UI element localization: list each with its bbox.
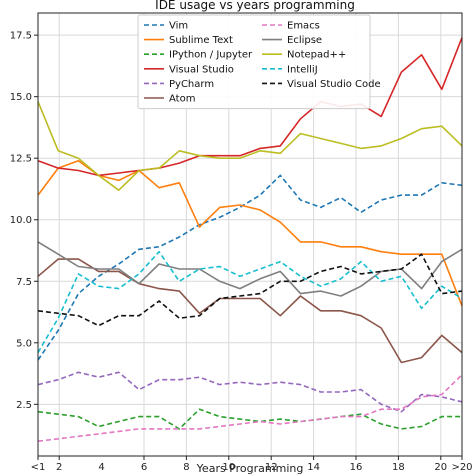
series-line-notepad-	[37, 101, 463, 191]
legend-label: Visual Studio Code	[287, 79, 381, 90]
series-line-visual-studio	[37, 37, 463, 177]
series-line-emacs	[37, 374, 463, 442]
x-tick-label: <1	[31, 462, 46, 473]
y-tick-label: 10.0	[10, 215, 32, 226]
legend-label: Eclipse	[287, 35, 322, 46]
x-tick-label: 6	[141, 462, 147, 473]
x-tick-label: 8	[183, 462, 189, 473]
y-tick-label: 2.5	[16, 400, 32, 411]
legend-label: Sublime Text	[169, 35, 233, 46]
y-tick-label: 7.5	[16, 277, 32, 288]
x-tick-label: 12	[265, 462, 278, 473]
series-line-visual-studio-code	[37, 253, 463, 327]
x-tick-label: 10	[222, 462, 235, 473]
y-tick-label: 15.0	[10, 92, 32, 103]
series-line-intellij	[37, 250, 463, 354]
x-tick-label: 4	[98, 462, 104, 473]
legend-label: Emacs	[287, 21, 320, 32]
legend-label: IntelliJ	[287, 64, 318, 75]
legend-label: IPython / Jupyter	[169, 50, 253, 61]
legend: Vim Sublime Text IPython / Jupyter Visual S…	[137, 14, 381, 110]
legend-label: Visual Studio	[169, 64, 234, 75]
axis-ticks: 2.5 5.0 7.5 10.0 12.5 15.0 17.5 <1 2 4 6 8 10 12 14 16 1…	[10, 31, 473, 473]
series-group	[37, 37, 463, 442]
series-line-pycharm	[37, 371, 463, 413]
plot-frame	[37, 12, 463, 457]
legend-label: Vim	[169, 21, 188, 32]
legend-label: PyCharm	[169, 79, 214, 90]
x-tick-label: 14	[307, 462, 320, 473]
x-tick-label: 18	[392, 462, 405, 473]
y-tick-label: 17.5	[10, 31, 32, 42]
series-line-eclipse	[37, 241, 463, 297]
series-line-sublime-text	[37, 159, 463, 307]
legend-box	[137, 14, 371, 110]
x-tick-label: 16	[350, 462, 363, 473]
y-tick-label: 5.0	[16, 338, 32, 349]
x-tick-label: 20	[434, 462, 447, 473]
chart-title: IDE usage vs years programming	[155, 0, 355, 12]
x-tick-label: >20	[451, 462, 472, 473]
y-tick-label: 12.5	[10, 154, 32, 165]
x-axis-title: Years Programming	[196, 462, 304, 474]
series-line-ipython-jupyter	[37, 408, 462, 430]
series-line-vim	[37, 174, 463, 361]
legend-label: Atom	[169, 94, 195, 105]
legend-label: Notepad++	[287, 50, 346, 61]
series-line-atom	[37, 258, 463, 364]
x-tick-label: 2	[56, 462, 62, 473]
